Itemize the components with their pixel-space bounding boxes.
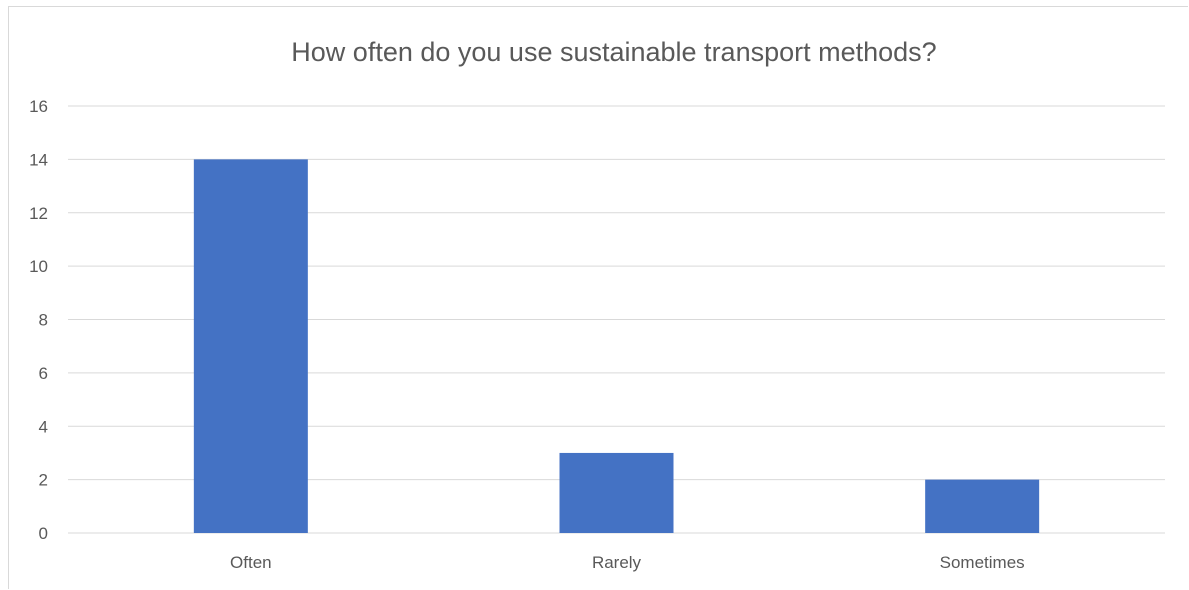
bar-sometimes <box>925 479 1040 533</box>
chart-frame <box>8 6 1188 589</box>
y-tick-label: 8 <box>39 311 48 330</box>
y-tick-label: 10 <box>29 257 48 276</box>
x-tick-label: Sometimes <box>940 553 1025 572</box>
y-tick-label: 12 <box>29 204 48 223</box>
y-tick-label: 14 <box>29 150 48 169</box>
x-tick-label: Often <box>230 553 272 572</box>
y-tick-label: 2 <box>39 471 48 490</box>
y-tick-label: 4 <box>39 417 48 436</box>
chart-title: How often do you use sustainable transpo… <box>291 37 936 67</box>
bar-rarely <box>559 452 674 533</box>
x-tick-label: Rarely <box>592 553 642 572</box>
x-axis-ticks: Often Rarely Sometimes <box>230 553 1025 572</box>
bar-often <box>193 159 308 533</box>
y-tick-label: 16 <box>29 97 48 116</box>
y-axis-ticks: 0 2 4 6 8 10 12 14 16 <box>29 97 48 543</box>
bars <box>193 159 1040 533</box>
y-tick-label: 0 <box>39 524 48 543</box>
y-tick-label: 6 <box>39 364 48 383</box>
